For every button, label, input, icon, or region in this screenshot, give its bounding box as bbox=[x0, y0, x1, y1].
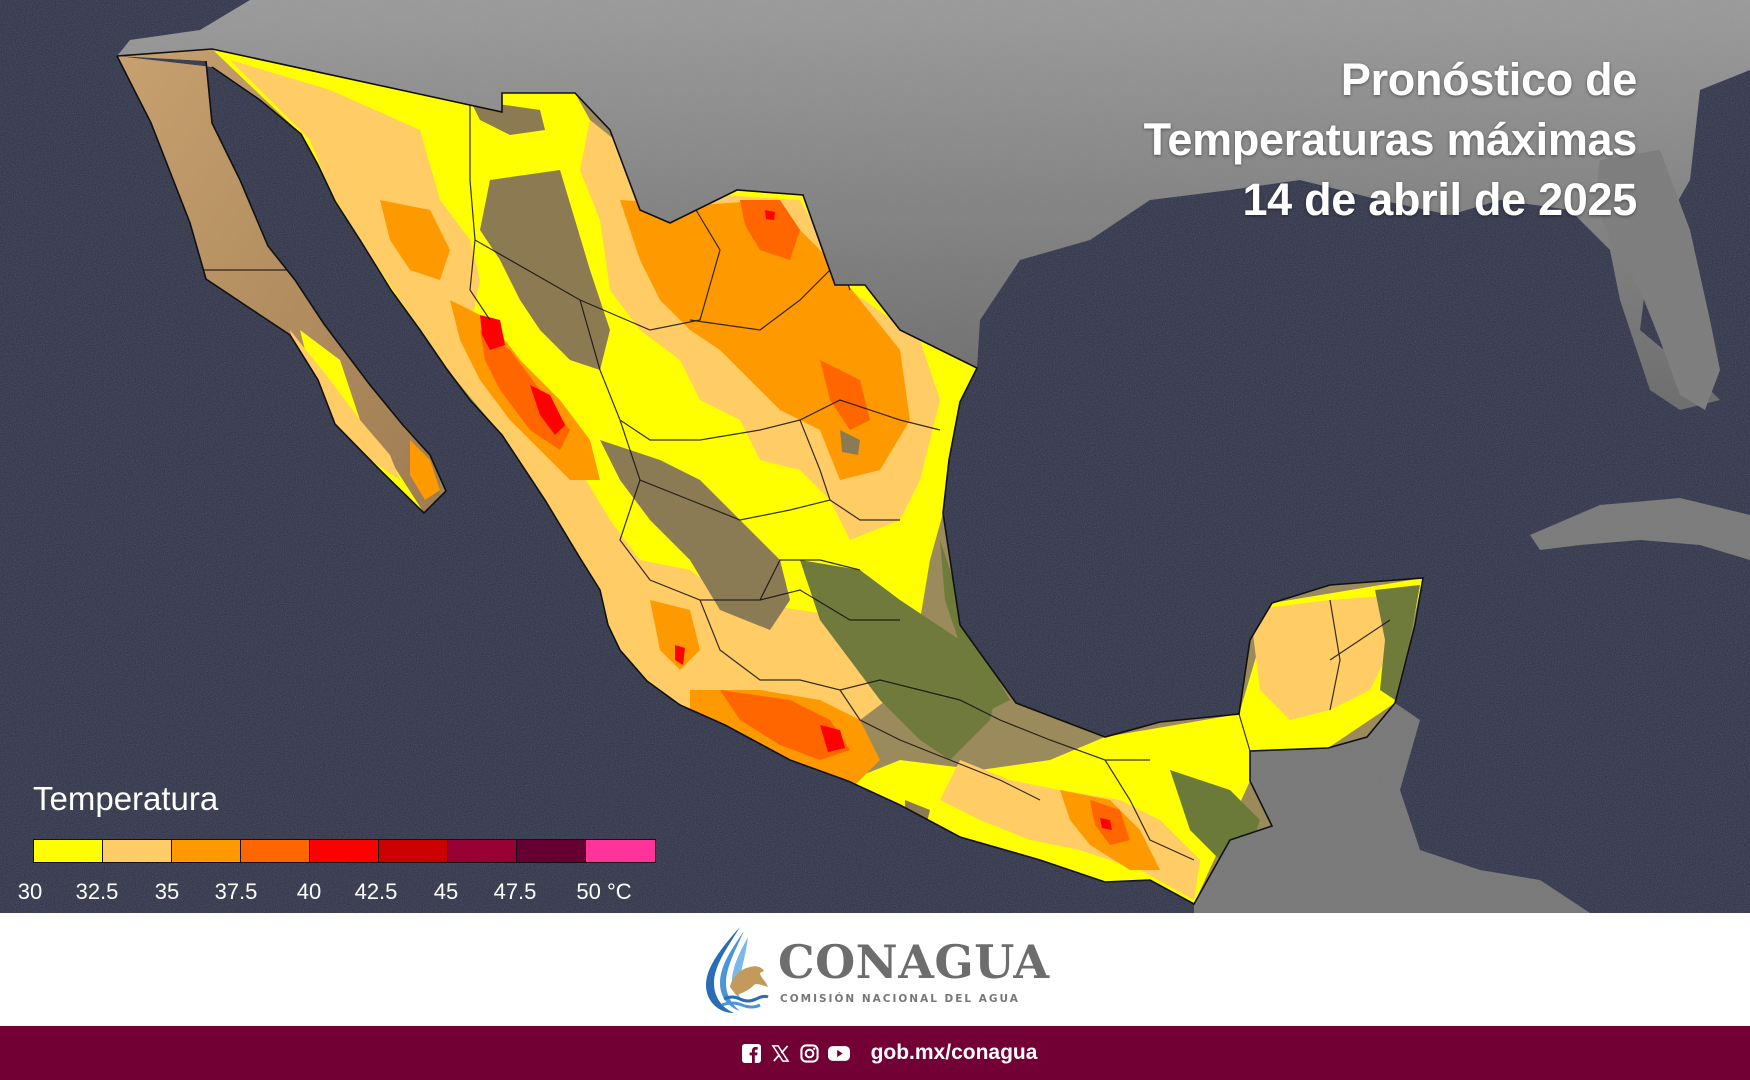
legend-tick-labels: 30 32.5 35 37.5 40 42.5 45 47.5 50 °C bbox=[0, 879, 700, 909]
legend-tick: 42.5 bbox=[354, 879, 398, 904]
title-line-3-date: 14 de abril de 2025 bbox=[1242, 174, 1637, 225]
website-link[interactable]: gob.mx/conagua bbox=[870, 1041, 1038, 1064]
map-title: Pronóstico de Temperaturas máximas 14 de… bbox=[1143, 50, 1638, 230]
youtube-icon[interactable] bbox=[827, 1042, 850, 1064]
legend-tick: 47.5 bbox=[493, 879, 537, 904]
logo-band: CONAGUA COMISIÓN NACIONAL DEL AGUA bbox=[0, 913, 1750, 1026]
legend-color-bar bbox=[33, 839, 656, 863]
legend-swatch-45 bbox=[448, 840, 517, 862]
legend-swatch-35 bbox=[172, 840, 241, 862]
legend-tick: 50 °C bbox=[576, 879, 632, 904]
legend-swatch-40 bbox=[310, 840, 379, 862]
legend-swatch-50 bbox=[586, 840, 655, 862]
instagram-icon[interactable] bbox=[799, 1042, 821, 1064]
legend-swatch-47-5 bbox=[517, 840, 586, 862]
legend-swatch-30 bbox=[34, 840, 103, 862]
temperature-map: Pronóstico de Temperaturas máximas 14 de… bbox=[0, 0, 1750, 913]
map-canvas bbox=[0, 0, 1750, 913]
facebook-icon[interactable] bbox=[741, 1042, 763, 1064]
legend-title: Temperatura bbox=[33, 780, 219, 817]
conagua-wordmark: CONAGUA bbox=[778, 935, 1050, 989]
legend-swatch-42-5 bbox=[379, 840, 448, 862]
conagua-subtitle: COMISIÓN NACIONAL DEL AGUA bbox=[780, 993, 1020, 1005]
legend-tick: 30 bbox=[17, 879, 43, 904]
legend-tick: 32.5 bbox=[75, 879, 119, 904]
footer-links: gob.mx/conagua bbox=[741, 1041, 1038, 1065]
footer-bar: gob.mx/conagua bbox=[0, 1026, 1750, 1080]
x-icon[interactable] bbox=[770, 1042, 792, 1064]
conagua-drop-eagle-icon bbox=[706, 927, 769, 1013]
legend-tick: 45 bbox=[433, 879, 459, 904]
legend-swatch-32-5 bbox=[103, 840, 172, 862]
legend-swatch-37-5 bbox=[241, 840, 310, 862]
title-line-2: Temperaturas máximas bbox=[1143, 114, 1638, 165]
conagua-logo[interactable]: CONAGUA COMISIÓN NACIONAL DEL AGUA bbox=[700, 925, 1060, 1017]
temperature-legend: Temperatura 30 32.5 35 37.5 40 42.5 45 4… bbox=[0, 780, 700, 913]
legend-tick: 37.5 bbox=[214, 879, 258, 904]
title-line-1: Pronóstico de bbox=[1340, 54, 1637, 105]
legend-tick: 35 bbox=[154, 879, 180, 904]
legend-tick: 40 bbox=[296, 879, 322, 904]
